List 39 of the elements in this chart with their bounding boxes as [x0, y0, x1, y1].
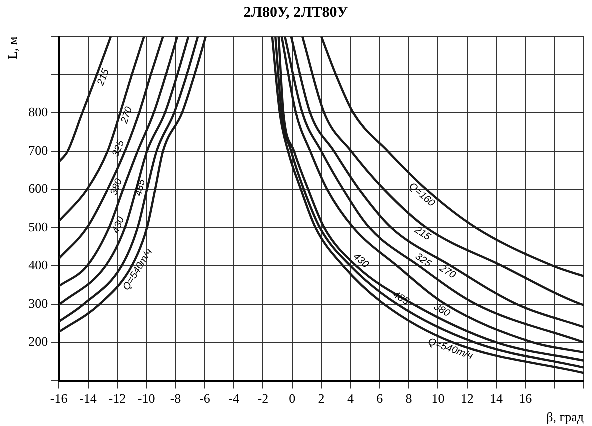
annotation: 325 — [110, 138, 128, 159]
annotation: 485 — [133, 178, 148, 198]
x-tick-label: 6 — [376, 391, 384, 406]
x-tick-label: 4 — [347, 391, 354, 406]
y-axis-title: L, м — [5, 36, 20, 60]
y-tick-label: 400 — [28, 258, 48, 273]
x-tick-label: 0 — [289, 391, 296, 406]
x-tick-label: 14 — [490, 391, 504, 406]
y-tick-label: 800 — [28, 104, 48, 120]
y-tick-label: 300 — [28, 296, 48, 311]
annotation: 430 — [110, 215, 128, 236]
x-tick-label: 2 — [318, 391, 325, 406]
x-tick-label: -2 — [258, 391, 269, 406]
y-tick-label: 500 — [28, 219, 48, 234]
annotation: 430 — [351, 251, 372, 271]
y-tick-label: 600 — [28, 181, 48, 196]
x-tick-label: -4 — [228, 391, 240, 406]
x-tick-label: -6 — [199, 391, 211, 406]
chart-title: 2Л80У, 2ЛТ80У — [242, 4, 350, 23]
x-tick-label: -14 — [80, 391, 98, 406]
annotation: 270 — [119, 105, 136, 126]
x-tick-label: 10 — [432, 391, 445, 406]
y-tick-label: 700 — [28, 142, 48, 158]
x-axis-title: β, град — [546, 410, 584, 425]
x-tick-label: -12 — [108, 391, 126, 406]
annotation: 485 — [390, 290, 412, 308]
x-tick-label: -10 — [138, 391, 156, 406]
annotation: 215 — [412, 224, 433, 244]
x-tick-label: 12 — [460, 391, 474, 406]
annotation: 215 — [95, 67, 112, 88]
annotation: 270 — [436, 262, 458, 282]
x-tick-label: -16 — [50, 391, 68, 406]
x-tick-label: 8 — [406, 391, 412, 406]
annotation: 325 — [413, 251, 434, 270]
annotation: 380 — [108, 177, 126, 198]
x-tick-label: -8 — [170, 391, 182, 406]
y-tick-label: 200 — [28, 334, 48, 349]
annotation: 380 — [432, 302, 452, 320]
x-tick-label: 16 — [519, 391, 533, 406]
